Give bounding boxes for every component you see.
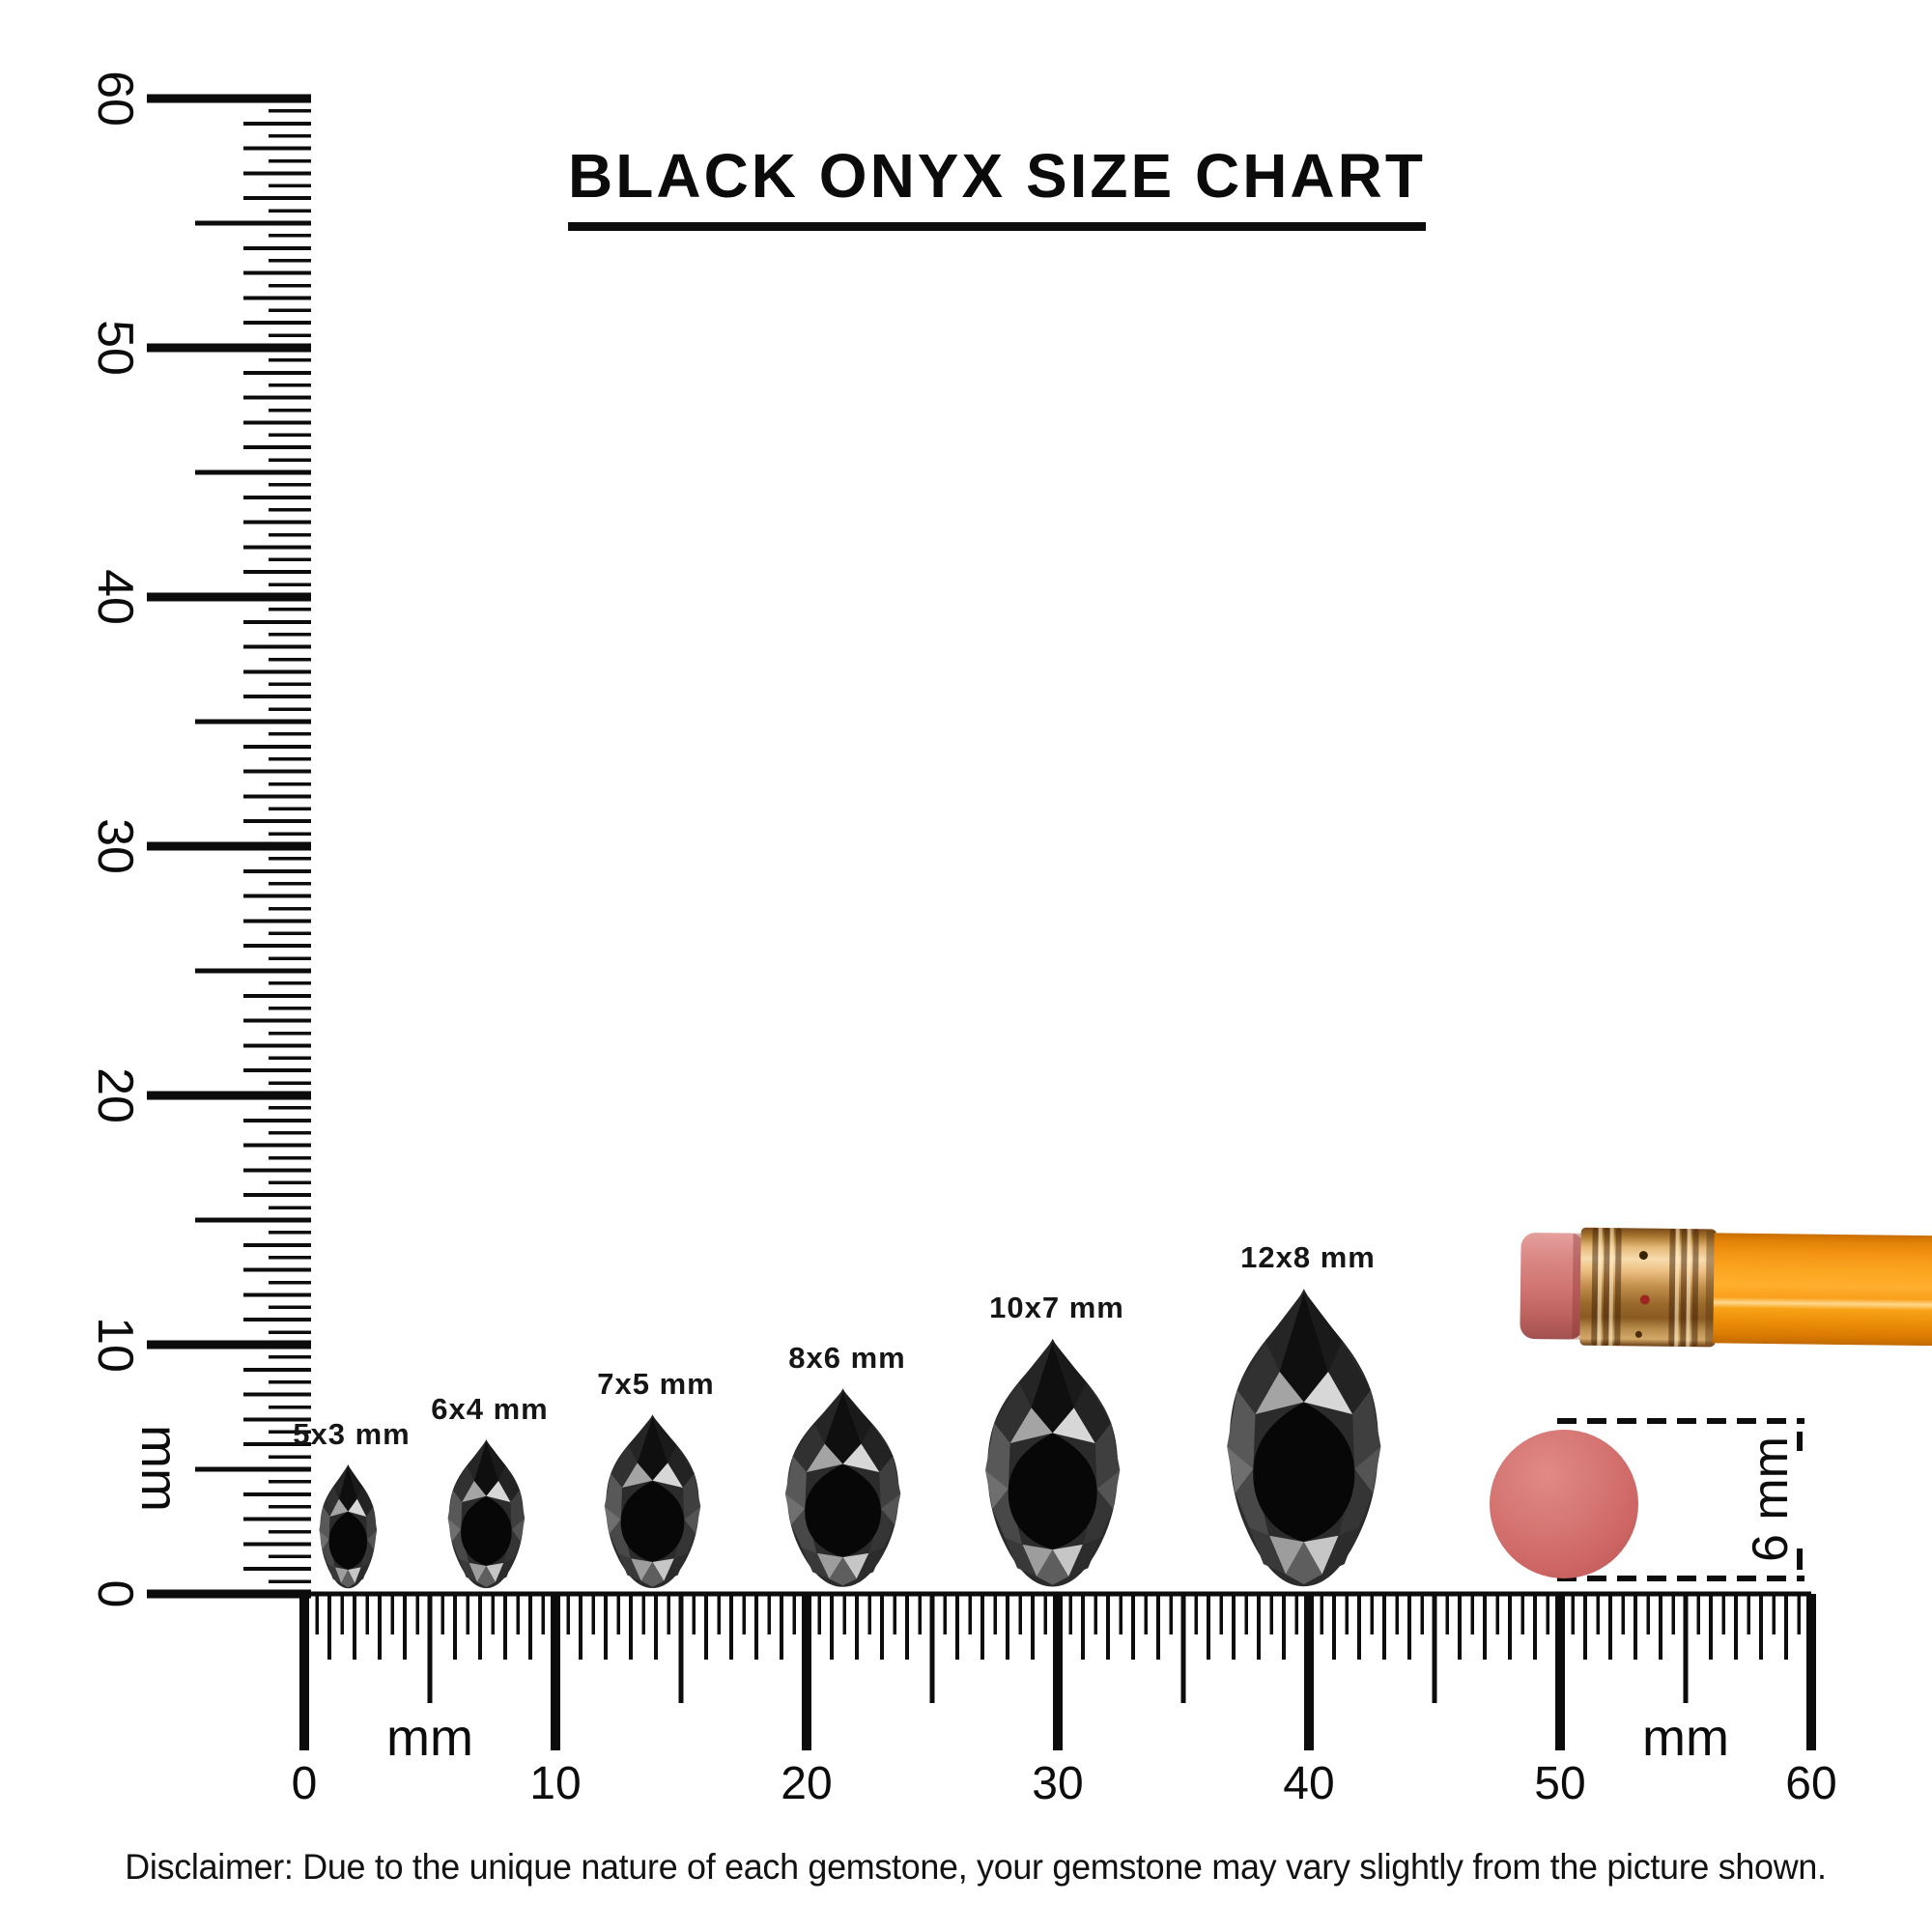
eraser-diameter-label: 6 mm <box>1743 1436 1799 1562</box>
left-ruler-label-10: 10 <box>87 1317 143 1373</box>
gem-size-label: 7x5 mm <box>597 1366 715 1401</box>
page-title: BLACK ONYX SIZE CHART <box>568 145 1426 231</box>
left-ruler-label-40: 40 <box>87 569 143 625</box>
pencil-icon <box>1520 1227 1932 1348</box>
left-ruler-unit-label: mm <box>130 1425 188 1512</box>
pencil-eraser <box>1520 1233 1585 1340</box>
left-ruler-label-50: 50 <box>87 320 143 376</box>
bottom-ruler-label-30: 30 <box>1032 1758 1084 1809</box>
bottom-ruler-unit-label-left: mm <box>386 1709 473 1767</box>
gem-size-label: 12x8 mm <box>1240 1239 1376 1274</box>
gem-size-label: 8x6 mm <box>788 1341 906 1376</box>
measure-dash-top <box>1557 1418 1804 1424</box>
left-ruler-label-0: 0 <box>87 1579 143 1608</box>
bottom-ruler-unit-label-right: mm <box>1642 1709 1729 1767</box>
pear-gem-12x8mm <box>1227 1288 1381 1586</box>
measure-dash-corner-top <box>1797 1432 1803 1451</box>
gem-size-label: 10x7 mm <box>989 1291 1124 1324</box>
left-ruler-label-30: 30 <box>87 818 143 874</box>
left-ruler-label-20: 20 <box>87 1067 143 1123</box>
measure-dash-bottom <box>1557 1576 1804 1581</box>
left-ruler-label-60: 60 <box>87 71 143 127</box>
pear-gem-6x4mm <box>447 1438 525 1588</box>
bottom-ruler-label-40: 40 <box>1283 1758 1335 1809</box>
measure-dash-corner-bottom <box>1797 1548 1803 1570</box>
pear-gem-8x6mm <box>785 1388 901 1588</box>
pear-gem-10x7mm <box>985 1338 1121 1587</box>
bottom-ruler-label-0: 0 <box>291 1758 318 1809</box>
bottom-ruler-label-20: 20 <box>781 1758 833 1809</box>
pear-gem-5x3mm <box>319 1463 377 1589</box>
bottom-ruler-label-50: 50 <box>1534 1758 1586 1809</box>
pencil-body <box>1713 1233 1932 1347</box>
bottom-ruler-label-10: 10 <box>529 1758 582 1809</box>
gem-size-label: 6x4 mm <box>431 1391 549 1426</box>
eraser-circle-icon <box>1490 1430 1638 1578</box>
bottom-ruler-label-60: 60 <box>1785 1758 1837 1809</box>
pear-gem-7x5mm <box>604 1413 700 1588</box>
gem-size-label: 5x3 mm <box>293 1417 411 1451</box>
disclaimer-text: Disclaimer: Due to the unique nature of … <box>125 1847 1827 1887</box>
